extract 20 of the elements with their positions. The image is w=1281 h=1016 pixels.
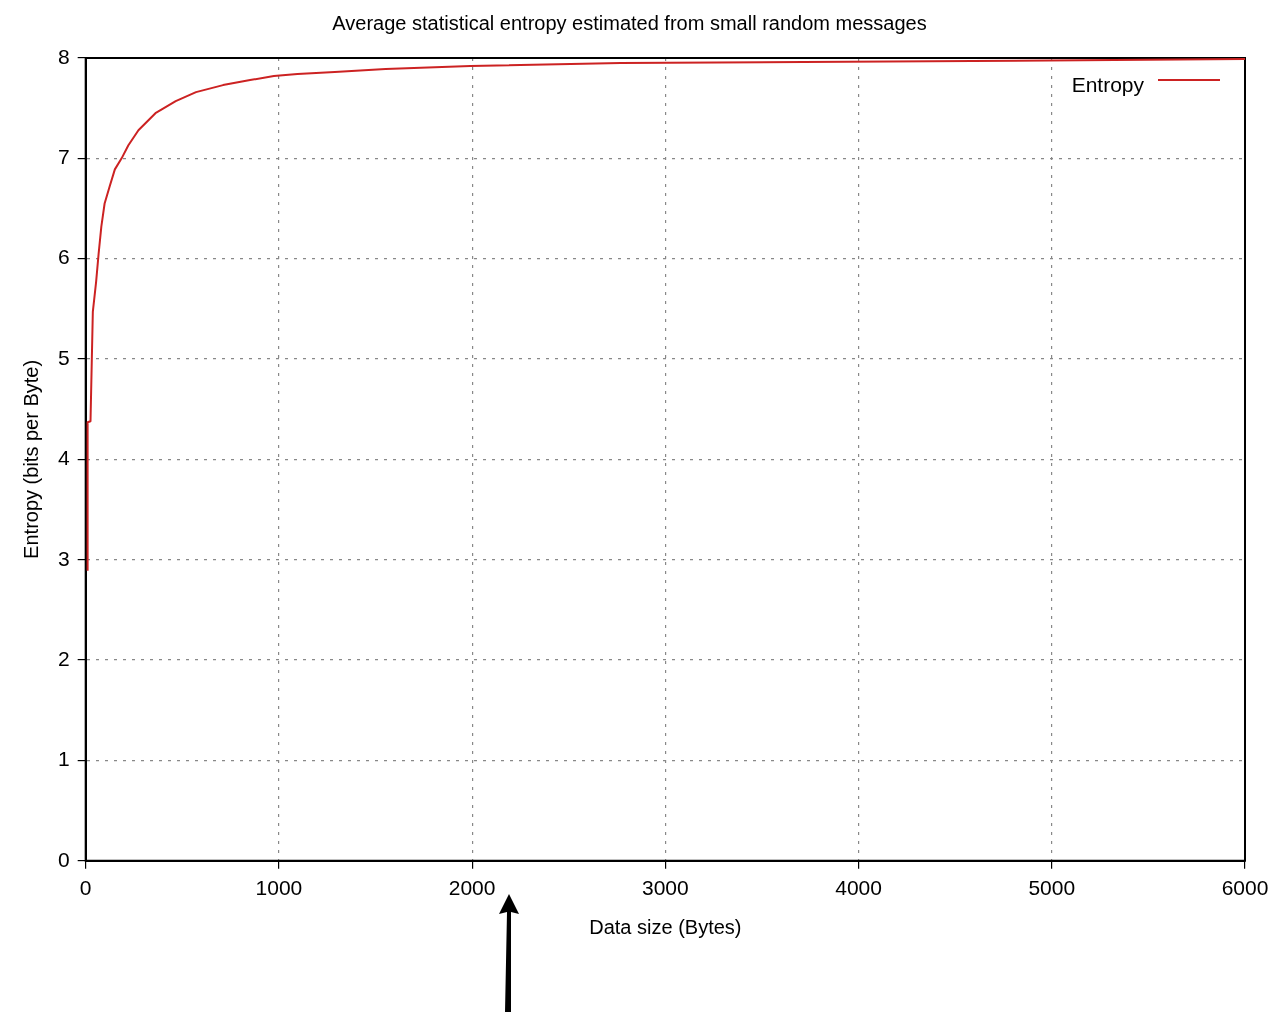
y-tick-label: 2 <box>57 646 70 670</box>
x-tick-label: 1000 <box>255 876 303 900</box>
y-tick-label: 6 <box>57 245 70 269</box>
chart-title: Average statistical entropy estimated from small random messages <box>332 11 927 34</box>
x-tick-label: 3000 <box>641 876 689 900</box>
x-axis-title: Data size (Bytes) <box>589 915 742 938</box>
y-tick-label: 1 <box>57 747 70 771</box>
y-tick-label: 0 <box>57 847 70 871</box>
x-tick-label: 6000 <box>1221 876 1269 900</box>
x-tick-label: 5000 <box>1028 876 1076 900</box>
x-tick-label: 4000 <box>835 876 882 900</box>
y-tick-label: 3 <box>57 546 70 570</box>
y-tick-label: 4 <box>57 446 70 470</box>
x-tick-label: 2000 <box>448 876 496 900</box>
y-axis-title: Entropy (bits per Byte) <box>19 359 42 559</box>
y-tick-label: 7 <box>57 145 70 169</box>
y-tick-label: 5 <box>57 345 70 369</box>
x-tick-label: 0 <box>79 876 92 900</box>
legend-label: Entropy <box>1071 72 1145 96</box>
y-tick-label: 8 <box>57 44 70 68</box>
